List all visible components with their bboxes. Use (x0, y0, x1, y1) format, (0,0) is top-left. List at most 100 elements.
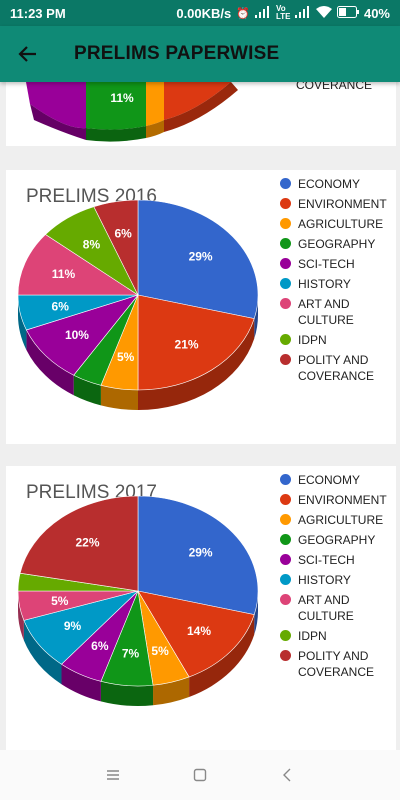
partial-slice-label: 11% (110, 91, 134, 105)
pie-side-agriculture (153, 676, 190, 706)
menu-icon (107, 770, 120, 780)
legend-label: ENVIRONMENT (298, 493, 387, 507)
legend-dot-icon (280, 474, 291, 485)
legend-dot-icon (280, 278, 291, 289)
legend-label: SCI-TECH (298, 553, 355, 567)
legend-dot-icon (280, 554, 291, 565)
legend-item-polity-and-coverance[interactable]: POLITY AND COVERANCE (280, 648, 400, 680)
signal-icon (254, 5, 271, 21)
legend-item-agriculture[interactable]: AGRICULTURE (280, 512, 400, 528)
pie-slice-economy[interactable] (137, 496, 259, 615)
chart-card-2016: PRELIMS 2016 29% 21% 5% 10% 6% 11% 8% 6% ECONOM… (6, 170, 396, 444)
legend-dot-icon (280, 198, 291, 209)
pie-side-environment (189, 614, 255, 697)
pie-side-geography (73, 375, 101, 406)
legend-label: IDPN (298, 629, 327, 643)
legend-dot-icon (280, 258, 291, 269)
slice-label-environment: 14% (187, 624, 211, 638)
pie-side-economy (254, 295, 258, 339)
pie-chart-2016: 29% 21% 5% 10% 6% 11% 8% 6% (17, 200, 259, 410)
slice-label-history: 6% (52, 300, 70, 314)
slice-label-polity-and-coverance: 6% (114, 226, 132, 240)
legend-label: GEOGRAPHY (298, 533, 376, 547)
status-time: 11:23 PM (10, 5, 66, 21)
legend-dot-icon (280, 218, 291, 229)
legend-dot-icon (280, 238, 291, 249)
legend-label: HISTORY (298, 573, 351, 587)
legend-item-idpn[interactable]: IDPN (280, 628, 400, 644)
home-button[interactable] (185, 760, 215, 790)
partial-pie-chart: 11% (26, 82, 238, 142)
pie-side-environment (138, 318, 255, 410)
back-button[interactable] (16, 42, 40, 66)
slice-label-sci-tech: 10% (65, 328, 89, 342)
pie-slice-environment[interactable] (137, 294, 255, 391)
pie-slice-art-and-culture[interactable] (17, 234, 140, 296)
pie-side-history (23, 620, 62, 685)
battery-icon (336, 5, 359, 21)
legend-dot-icon (280, 334, 291, 345)
slice-label-art-and-culture: 5% (51, 594, 69, 608)
partial-legend-label: COVERANCE (296, 82, 373, 92)
slice-label-agriculture: 5% (151, 644, 169, 658)
legend-dot-icon (280, 514, 291, 525)
slice-label-polity-and-coverance: 22% (76, 536, 100, 550)
legend-item-sci-tech[interactable]: SCI-TECH (280, 552, 400, 568)
pie-slice-economy[interactable] (137, 200, 259, 319)
chart-card-2017: PRELIMS 2017 29% 14% 5% 7% 6% 9% 5% 22% ECONOMY… (6, 466, 396, 750)
legend-label: AGRICULTURE (298, 217, 384, 231)
legend-item-agriculture[interactable]: AGRICULTURE (280, 216, 400, 232)
menu-button[interactable] (98, 760, 128, 790)
legend-item-art-and-culture[interactable]: ART AND CULTURE (280, 296, 400, 328)
legend-label: ECONOMY (298, 473, 361, 487)
legend-item-geography[interactable]: GEOGRAPHY (280, 532, 400, 548)
alarm-icon: ⏰ (236, 7, 250, 20)
arrow-left-icon (18, 46, 36, 62)
pie-slice-polity-and-coverance[interactable] (19, 496, 139, 592)
pie-slice-polity-and-coverance[interactable] (93, 200, 139, 296)
legend-item-history[interactable]: HISTORY (280, 276, 400, 292)
volte-icon: Vo LTE (275, 4, 291, 21)
legend-item-geography[interactable]: GEOGRAPHY (280, 236, 400, 252)
legend-dot-icon (280, 594, 291, 605)
legend-dot-icon (280, 494, 291, 505)
pie-side-economy (254, 591, 258, 635)
slice-label-geography: 7% (122, 646, 140, 660)
legend-item-art-and-culture[interactable]: ART AND CULTURE (280, 592, 400, 624)
legend-item-sci-tech[interactable]: SCI-TECH (280, 256, 400, 272)
slice-label-economy: 29% (189, 546, 213, 560)
legend-item-environment[interactable]: ENVIRONMENT (280, 492, 400, 508)
legend-2016: ECONOMY ENVIRONMENT AGRICULTURE GEOGRAPHY SC… (280, 176, 400, 388)
slice-label-agriculture: 5% (117, 350, 135, 364)
legend-item-economy[interactable]: ECONOMY (280, 472, 400, 488)
chart-list[interactable]: 11% COVERANCE PRELIMS 2016 29% 21% 5% 10% 6%… (0, 82, 400, 750)
legend-label: POLITY AND COVERANCE (298, 353, 375, 383)
pie-side-sci-tech (61, 664, 101, 702)
legend-item-economy[interactable]: ECONOMY (280, 176, 400, 192)
nav-back-button[interactable] (272, 760, 302, 790)
net-speed: 0.00KB/s (176, 5, 232, 21)
legend-item-polity-and-coverance[interactable]: POLITY AND COVERANCE (280, 352, 400, 384)
slice-label-history: 9% (64, 619, 82, 633)
pie-side-agriculture (100, 385, 138, 410)
legend-dot-icon (280, 574, 291, 585)
chart-card-partial: 11% COVERANCE (6, 82, 396, 146)
battery-level: 40% (363, 5, 390, 21)
legend-label: ECONOMY (298, 177, 361, 191)
legend-dot-icon (280, 354, 291, 365)
pie-slice-sci-tech[interactable] (26, 294, 139, 376)
pie-side-history (18, 295, 27, 350)
pie-slice-environment[interactable] (137, 590, 255, 678)
legend-dot-icon (280, 650, 291, 661)
legend-label: ART AND CULTURE (298, 593, 354, 623)
pie-chart-2017: 29% 14% 5% 7% 6% 9% 5% 22% (17, 496, 259, 706)
legend-item-environment[interactable]: ENVIRONMENT (280, 196, 400, 212)
app-bar: PRELIMS PAPERWISE (0, 26, 400, 82)
legend-label: ENVIRONMENT (298, 197, 387, 211)
slice-label-sci-tech: 6% (91, 639, 109, 653)
legend-label: POLITY AND COVERANCE (298, 649, 375, 679)
legend-item-history[interactable]: HISTORY (280, 572, 400, 588)
legend-label: AGRICULTURE (298, 513, 384, 527)
legend-item-idpn[interactable]: IDPN (280, 332, 400, 348)
legend-dot-icon (280, 534, 291, 545)
